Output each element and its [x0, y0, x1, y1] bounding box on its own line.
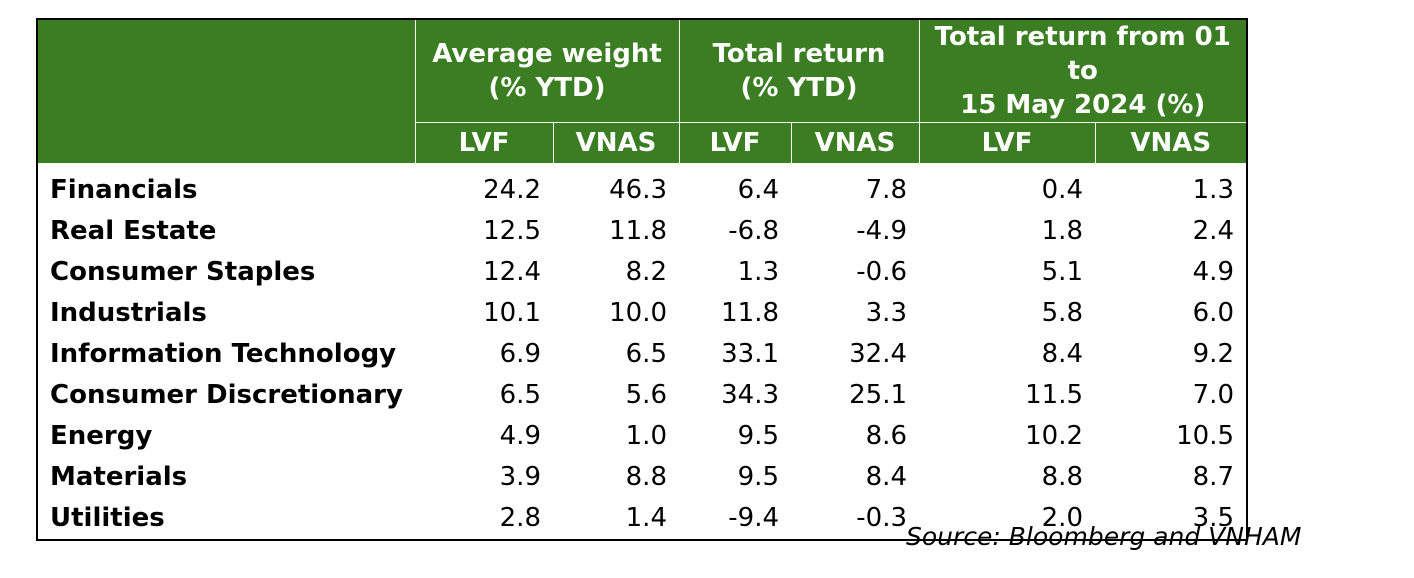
group-header-line2: (% YTD) [740, 73, 858, 103]
table-row: Information Technology 6.9 6.5 33.1 32.4 8.4 9… [37, 334, 1247, 375]
value-cell: 5.8 [1041, 298, 1083, 328]
value-cell: 9.2 [1192, 339, 1234, 369]
value-cell: 4.9 [499, 421, 541, 451]
value-cell: 5.6 [625, 380, 667, 410]
table-row: Utilities 2.8 1.4 -9.4 -0.3 2.0 3.5 [37, 498, 1247, 540]
sector-header-cell [37, 19, 415, 164]
sector-label: Financials [50, 175, 198, 205]
sector-label: Information Technology [50, 339, 397, 369]
value-cell: 34.3 [721, 380, 779, 410]
sub-header-vnas: VNAS [552, 122, 679, 163]
value-cell: 11.8 [721, 298, 779, 328]
value-cell: 2.0 [1041, 503, 1083, 533]
value-cell: 6.4 [737, 174, 779, 205]
value-cell: 10.1 [483, 298, 541, 328]
value-cell: 24.2 [483, 174, 541, 205]
value-cell: 1.0 [625, 421, 667, 451]
value-cell: 3.9 [499, 462, 541, 492]
value-cell: 1.4 [625, 503, 667, 533]
table-row: Consumer Staples 12.4 8.2 1.3 -0.6 5.1 4.9 [37, 252, 1247, 293]
value-cell: 6.5 [625, 339, 667, 369]
table-row: Consumer Discretionary 6.5 5.6 34.3 25.1 11.5… [37, 375, 1247, 416]
value-cell: -6.8 [728, 216, 779, 246]
group-header-total-return-may: Total return from 01 to 15 May 2024 (%) [918, 19, 1247, 123]
value-cell: 11.8 [609, 216, 667, 246]
value-cell: 9.5 [737, 462, 779, 492]
sub-header-vnas: VNAS [790, 122, 919, 163]
value-cell: 0.4 [1041, 174, 1083, 205]
value-cell: 6.0 [1192, 298, 1234, 328]
sector-label: Industrials [50, 298, 207, 328]
value-cell: -0.6 [856, 257, 907, 287]
group-header-total-return: Total return (% YTD) [678, 19, 919, 123]
value-cell: 5.1 [1041, 257, 1083, 287]
group-header-line1: Average weight [432, 39, 662, 69]
table-body: Financials 24.2 46.3 6.4 7.8 0.4 1.3 Real Estat… [37, 163, 1247, 540]
sector-label: Consumer Staples [50, 257, 316, 287]
value-cell: 3.5 [1192, 503, 1234, 533]
sub-header-lvf: LVF [918, 122, 1095, 163]
value-cell: 1.8 [1041, 216, 1083, 246]
group-header-average-weight: Average weight (% YTD) [414, 19, 679, 123]
value-cell: 3.3 [865, 298, 907, 328]
value-cell: 7.0 [1192, 380, 1234, 410]
group-header-line2: 15 May 2024 (%) [960, 90, 1206, 120]
value-cell: 9.5 [737, 421, 779, 451]
value-cell: 8.4 [1041, 339, 1083, 369]
value-cell: 33.1 [721, 339, 779, 369]
value-cell: 46.3 [609, 174, 667, 205]
sector-label: Utilities [50, 503, 165, 533]
sub-header-row: LVF VNAS LVF VNAS LVF VNAS [37, 122, 1247, 163]
table-row: Industrials 10.1 10.0 11.8 3.3 5.8 6.0 [37, 293, 1247, 334]
sub-header-lvf: LVF [678, 122, 791, 163]
table-row: Materials 3.9 8.8 9.5 8.4 8.8 8.7 [37, 457, 1247, 498]
value-cell: 32.4 [849, 339, 907, 369]
value-cell: -9.4 [728, 503, 779, 533]
sub-header-vnas: VNAS [1094, 122, 1247, 163]
value-cell: 8.8 [625, 462, 667, 492]
value-cell: 2.4 [1192, 216, 1234, 246]
value-cell: 10.0 [609, 298, 667, 328]
value-cell: 8.6 [865, 421, 907, 451]
value-cell: 12.5 [483, 216, 541, 246]
value-cell: 8.4 [865, 462, 907, 492]
group-header-line1: Total return [712, 39, 886, 69]
value-cell: 12.4 [483, 257, 541, 287]
sector-label: Real Estate [50, 216, 217, 246]
value-cell: 8.8 [1041, 462, 1083, 492]
source-note: Source: Bloomberg and VNHAM [906, 522, 1302, 551]
table-row: Energy 4.9 1.0 9.5 8.6 10.2 10.5 [37, 416, 1247, 457]
value-cell: -4.9 [856, 216, 907, 246]
sector-label: Materials [50, 462, 188, 492]
value-cell: 6.9 [499, 339, 541, 369]
value-cell: 10.2 [1025, 421, 1083, 451]
sector-label: Consumer Discretionary [50, 380, 403, 410]
table-row: Financials 24.2 46.3 6.4 7.8 0.4 1.3 [37, 163, 1247, 211]
value-cell: 7.8 [865, 174, 907, 205]
sector-label: Energy [50, 421, 153, 451]
group-header-row: Average weight (% YTD) Total return (% Y… [37, 19, 1247, 164]
sub-header-lvf: LVF [414, 122, 553, 163]
value-cell: 2.8 [499, 503, 541, 533]
sector-return-table: Average weight (% YTD) Total return (% Y… [36, 18, 1248, 541]
value-cell: 8.2 [625, 257, 667, 287]
value-cell: 10.5 [1176, 421, 1234, 451]
value-cell: -0.3 [856, 503, 907, 533]
value-cell: 25.1 [849, 380, 907, 410]
value-cell: 1.3 [1192, 174, 1234, 205]
value-cell: 6.5 [499, 380, 541, 410]
group-header-line1: Total return from 01 to [934, 22, 1231, 86]
group-header-line2: (% YTD) [488, 73, 606, 103]
value-cell: 4.9 [1192, 257, 1234, 287]
value-cell: 11.5 [1025, 380, 1083, 410]
table-row: Real Estate 12.5 11.8 -6.8 -4.9 1.8 2.4 [37, 211, 1247, 252]
value-cell: 1.3 [737, 257, 779, 287]
value-cell: 8.7 [1192, 462, 1234, 492]
